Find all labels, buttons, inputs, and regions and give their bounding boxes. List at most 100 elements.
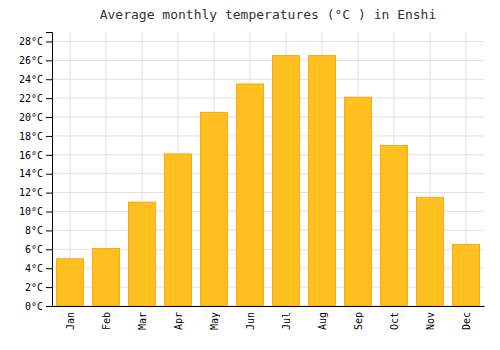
tick: 2°C — [25, 282, 52, 293]
tick-label: 18°C — [19, 131, 43, 142]
tick: Sep — [353, 306, 364, 330]
tick-label: Dec — [461, 312, 472, 330]
tick-mark — [46, 249, 52, 250]
tick-label: Feb — [101, 312, 112, 330]
tick: Jul — [281, 306, 292, 330]
tick-label: Mar — [137, 312, 148, 330]
tick-label: 8°C — [25, 225, 43, 236]
tick-label: 4°C — [25, 263, 43, 274]
tick-label: Jun — [245, 312, 256, 330]
tick-mark — [46, 79, 52, 80]
tick-label: 28°C — [19, 36, 43, 47]
bar — [57, 259, 84, 306]
tick-mark — [46, 155, 52, 156]
bar — [93, 248, 120, 306]
tick-mark — [46, 136, 52, 137]
tick: Feb — [101, 306, 112, 330]
grid-line — [52, 173, 484, 174]
tick-mark — [46, 287, 52, 288]
tick-label: May — [209, 312, 220, 330]
grid-line — [52, 41, 484, 42]
tick-label: Apr — [173, 312, 184, 330]
bar — [309, 56, 336, 306]
bar — [237, 84, 264, 306]
tick: 4°C — [25, 263, 52, 274]
tick-label: 26°C — [19, 55, 43, 66]
tick: Nov — [425, 306, 436, 330]
tick-label: Aug — [317, 312, 328, 330]
tick: May — [209, 306, 220, 330]
tick-label: 6°C — [25, 244, 43, 255]
tick-mark — [46, 98, 52, 99]
tick-label: Oct — [389, 312, 400, 330]
tick-mark — [46, 174, 52, 175]
grid-line — [52, 192, 484, 193]
tick: 10°C — [19, 206, 52, 217]
tick: Dec — [461, 306, 472, 330]
tick-label: 24°C — [19, 74, 43, 85]
tick-mark — [46, 268, 52, 269]
tick-mark — [46, 41, 52, 42]
tick: Apr — [173, 306, 184, 330]
bar — [201, 112, 228, 306]
tick-label: 20°C — [19, 112, 43, 123]
tick-mark — [46, 212, 52, 213]
bar — [273, 56, 300, 306]
tick: Mar — [137, 306, 148, 330]
axis-line — [53, 306, 485, 307]
tick: 12°C — [19, 187, 52, 198]
tick-label: 16°C — [19, 150, 43, 161]
bar — [417, 197, 444, 306]
tick: 20°C — [19, 112, 52, 123]
tick: 14°C — [19, 168, 52, 179]
grid-line — [52, 135, 484, 136]
grid-line — [52, 60, 484, 61]
grid-line — [52, 98, 484, 99]
x-axis: Jan Feb Mar Apr May Jun Jul Aug Sep Oct Nov Dec — [53, 306, 485, 330]
tick-mark — [46, 117, 52, 118]
axis-line — [46, 33, 53, 307]
plot: Jan Feb Mar Apr May Jun Jul Aug Sep Oct Nov Dec 0°C 2… — [19, 32, 485, 330]
bar — [165, 154, 192, 306]
bar — [453, 245, 480, 306]
tick: Jun — [245, 306, 256, 330]
tick-label: 0°C — [25, 301, 43, 312]
tick: 18°C — [19, 131, 52, 142]
page: {"chart_data": {"type": "bar", "title": … — [0, 0, 500, 350]
tick: Jan — [65, 306, 76, 330]
tick-mark — [46, 230, 52, 231]
tick-label: Jul — [281, 312, 292, 330]
tick-label: 22°C — [19, 93, 43, 104]
bar — [381, 145, 408, 306]
chart: Jan Feb Mar Apr May Jun Jul Aug Sep Oct Nov Dec 0°C 2… — [0, 0, 500, 350]
tick: Aug — [317, 306, 328, 330]
grid-line — [52, 117, 484, 118]
title: Average monthly temperatures (°C ) in En… — [100, 7, 437, 22]
tick: 22°C — [19, 93, 52, 104]
tick: 6°C — [25, 244, 52, 255]
tick-label: 10°C — [19, 206, 43, 217]
tick: 16°C — [19, 150, 52, 161]
tick-label: 14°C — [19, 168, 43, 179]
tick-label: 12°C — [19, 187, 43, 198]
tick: Oct — [389, 306, 400, 330]
tick: 8°C — [25, 225, 52, 236]
grid-line — [52, 154, 484, 155]
grid-line — [52, 79, 484, 80]
tick-mark — [46, 193, 52, 194]
tick: 24°C — [19, 74, 52, 85]
bars — [57, 56, 480, 306]
tick-label: Sep — [353, 312, 364, 330]
grid — [52, 32, 484, 306]
tick-label: 2°C — [25, 282, 43, 293]
tick: 26°C — [19, 55, 52, 66]
y-axis: 0°C 2°C 4°C 6°C 8°C 10°C 12°C 14°C 16°C 18°C 20°C 2… — [19, 33, 53, 312]
bar — [129, 202, 156, 306]
tick-mark — [46, 60, 52, 61]
tick-label: Nov — [425, 312, 436, 330]
tick-mark — [46, 306, 52, 307]
tick: 28°C — [19, 36, 52, 47]
tick: 0°C — [25, 301, 52, 312]
tick-label: Jan — [65, 312, 76, 330]
bar — [345, 97, 372, 306]
